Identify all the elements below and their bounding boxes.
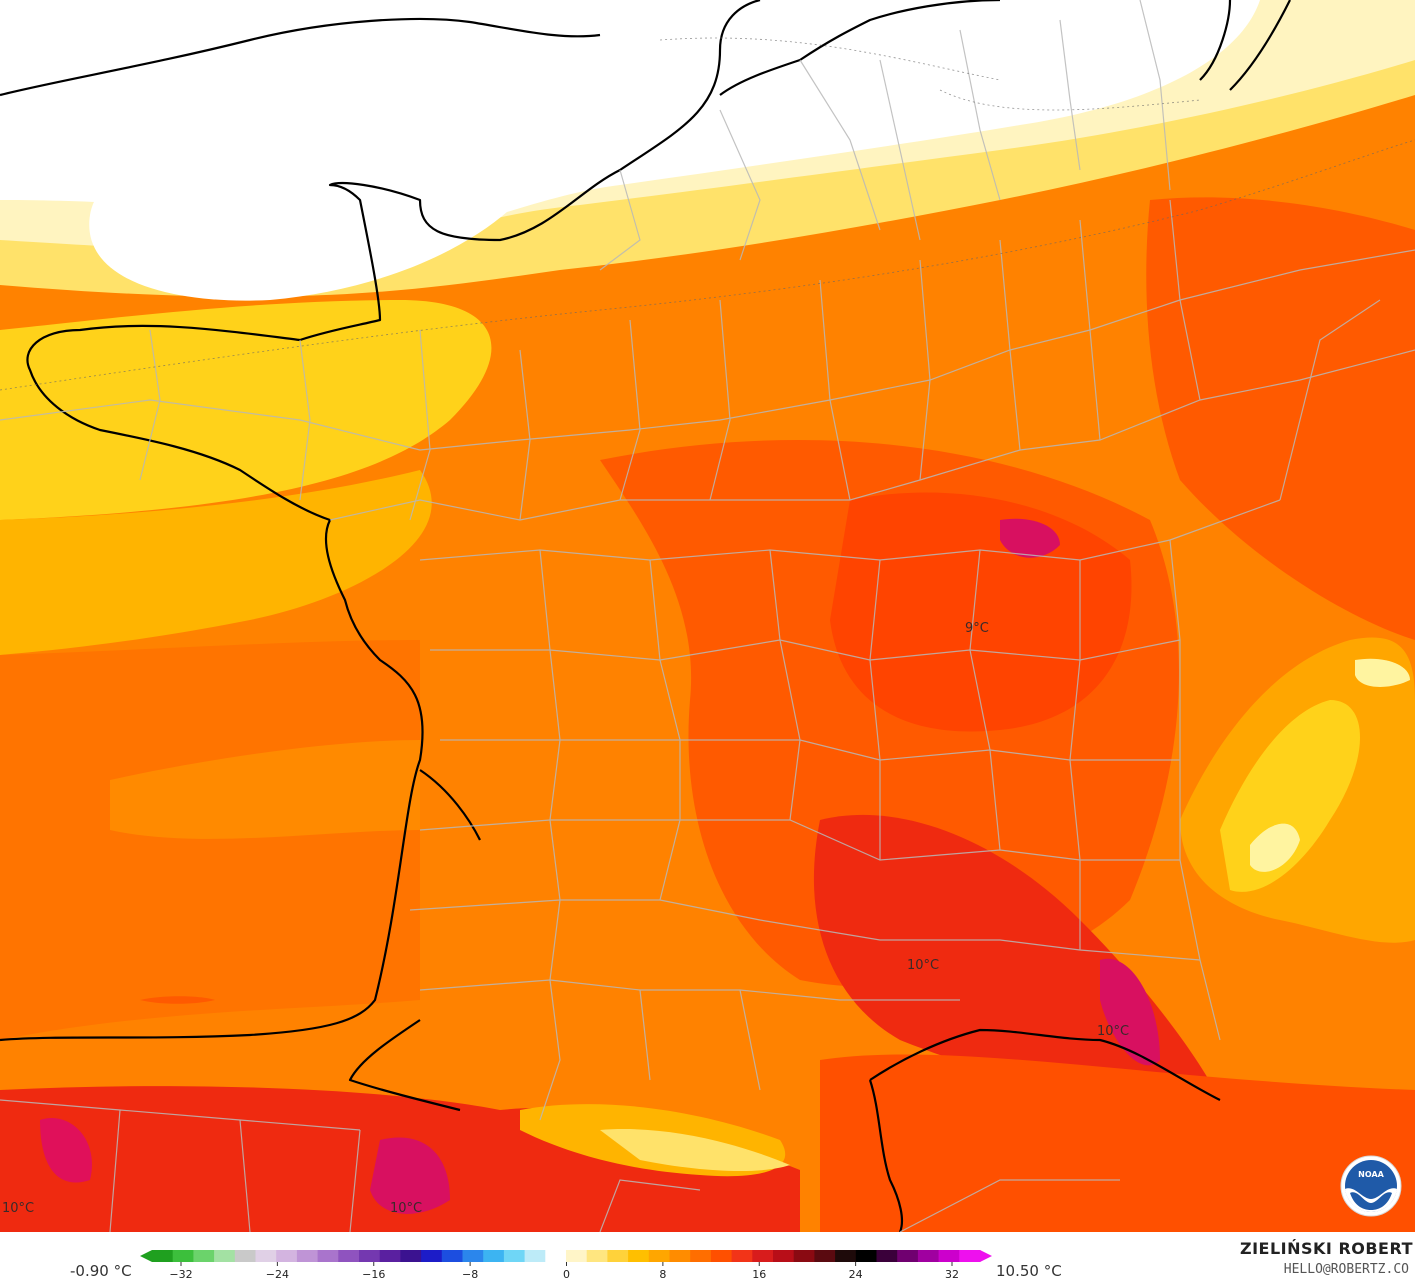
color-swatch	[545, 1250, 567, 1262]
color-swatch	[379, 1250, 401, 1262]
color-swatch	[359, 1250, 381, 1262]
color-scale: −32 −24 −16 −8 0 8 16 24 32	[140, 1250, 992, 1281]
color-swatch	[752, 1250, 774, 1262]
color-swatch	[628, 1250, 650, 1262]
color-swatch	[193, 1250, 215, 1262]
color-swatch	[876, 1250, 898, 1262]
color-swatch	[710, 1250, 733, 1262]
color-swatch	[917, 1250, 940, 1262]
color-swatch	[421, 1250, 443, 1262]
color-swatch	[897, 1250, 919, 1262]
logo-text: NOAA	[1358, 1170, 1384, 1179]
noaa-logo-icon: NOAA	[1340, 1155, 1402, 1217]
scale-tick-label: 0	[563, 1268, 570, 1281]
scale-tick-label: −16	[362, 1268, 385, 1281]
scale-tick-label: −8	[462, 1268, 478, 1281]
temperature-map	[0, 0, 1415, 1232]
color-swatch	[586, 1250, 608, 1262]
contour-label: 10°C	[907, 958, 940, 973]
scale-min-arrow	[140, 1250, 152, 1262]
color-swatch	[152, 1250, 174, 1262]
color-swatch	[338, 1250, 360, 1262]
color-swatch	[503, 1250, 526, 1262]
scale-tick-label: −32	[169, 1268, 192, 1281]
color-swatch	[648, 1250, 670, 1262]
color-swatch	[400, 1250, 422, 1262]
color-swatch	[690, 1250, 712, 1262]
color-swatch	[296, 1250, 319, 1262]
color-swatch	[814, 1250, 836, 1262]
contour-label: 10°C	[390, 1201, 423, 1216]
color-swatch	[524, 1250, 546, 1262]
color-swatch	[317, 1250, 339, 1262]
color-swatch	[462, 1250, 484, 1262]
color-swatch	[835, 1250, 857, 1262]
color-swatch	[773, 1250, 795, 1262]
color-swatch	[276, 1250, 298, 1262]
color-swatch	[669, 1250, 691, 1262]
color-swatch	[483, 1250, 505, 1262]
legend-bar: -0.90 °C −32 −24 −16 −8 0 8 16 24 32 10.50 °C ZI…	[0, 1232, 1415, 1287]
contour-label: 9°C	[965, 621, 989, 636]
color-swatch	[566, 1250, 588, 1262]
contour-label: 10°C	[1097, 1024, 1130, 1039]
scale-max-arrow	[980, 1250, 992, 1262]
legend-max-label: 10.50 °C	[996, 1262, 1062, 1280]
color-swatch	[607, 1250, 629, 1262]
color-swatch	[214, 1250, 236, 1262]
color-swatch	[793, 1250, 815, 1262]
scale-tick-label: 16	[752, 1268, 766, 1281]
scale-tick-label: 32	[945, 1268, 959, 1281]
color-swatch	[855, 1250, 877, 1262]
color-swatch	[255, 1250, 277, 1262]
color-swatch	[172, 1250, 194, 1262]
author-name: ZIELIŃSKI ROBERT	[1239, 1239, 1413, 1258]
legend-min-label: -0.90 °C	[70, 1262, 132, 1280]
color-swatch	[234, 1250, 256, 1262]
scale-tick-label: 8	[659, 1268, 666, 1281]
scale-tick-label: 24	[849, 1268, 863, 1281]
author-email: HELLO@ROBERTZ.CO	[1283, 1262, 1409, 1277]
color-swatch	[441, 1250, 463, 1262]
color-swatch	[938, 1250, 960, 1262]
color-swatch	[959, 1250, 981, 1262]
color-swatch	[731, 1250, 753, 1262]
scale-tick-label: −24	[266, 1268, 289, 1281]
contour-label: 10°C	[2, 1201, 35, 1216]
